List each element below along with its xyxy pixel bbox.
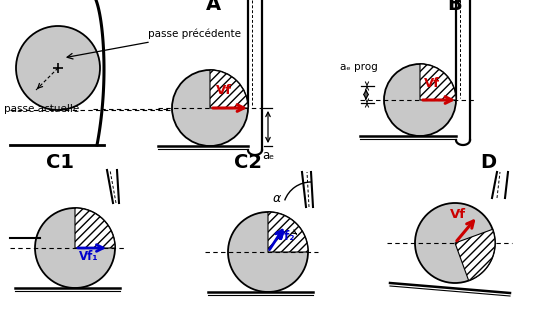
Circle shape — [384, 64, 456, 136]
Text: Vf: Vf — [450, 208, 466, 221]
Text: passe actuelle: passe actuelle — [4, 104, 79, 114]
Wedge shape — [420, 64, 456, 100]
Circle shape — [415, 203, 495, 283]
Text: Vf: Vf — [216, 84, 232, 97]
Text: Vf: Vf — [424, 77, 440, 90]
Text: C1: C1 — [46, 153, 74, 172]
Text: aₑ: aₑ — [262, 149, 274, 162]
Text: Vf₂: Vf₂ — [276, 230, 295, 243]
Text: C2: C2 — [234, 153, 262, 172]
Circle shape — [172, 70, 248, 146]
Circle shape — [228, 212, 308, 292]
Text: D: D — [480, 153, 496, 172]
Text: passe précédente: passe précédente — [67, 28, 241, 59]
Text: Vf₁: Vf₁ — [79, 250, 98, 263]
Text: α: α — [273, 192, 281, 205]
Wedge shape — [455, 229, 495, 281]
Wedge shape — [210, 70, 248, 108]
Text: A: A — [205, 0, 220, 14]
Circle shape — [16, 26, 100, 110]
Text: B: B — [448, 0, 462, 14]
Text: aₑ prog: aₑ prog — [340, 62, 378, 72]
Wedge shape — [75, 208, 115, 248]
Circle shape — [35, 208, 115, 288]
Wedge shape — [268, 212, 308, 252]
